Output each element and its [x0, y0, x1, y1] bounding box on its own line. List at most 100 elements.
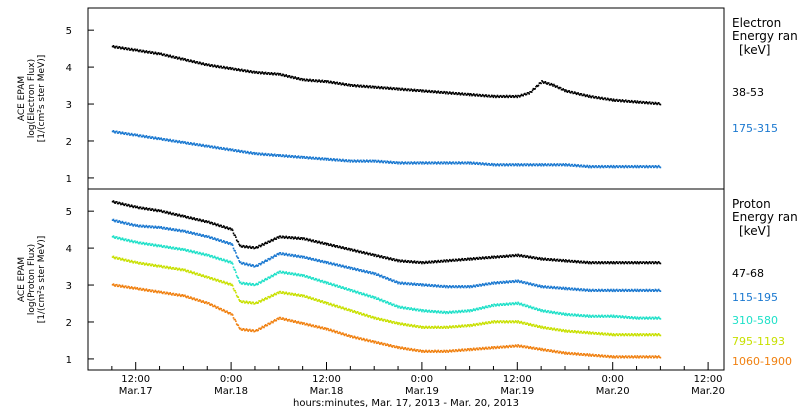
proton-point — [657, 261, 659, 264]
electron-point — [129, 133, 132, 136]
proton-point — [416, 325, 418, 327]
proton-point — [400, 306, 403, 309]
proton-point — [116, 236, 118, 238]
proton-point — [199, 299, 202, 302]
proton-point — [464, 285, 467, 287]
proton-point — [490, 321, 492, 324]
proton-point — [279, 316, 282, 319]
electron-point — [439, 163, 441, 165]
proton-point — [571, 330, 574, 332]
proton-point — [368, 339, 370, 342]
electron-point — [522, 94, 524, 97]
proton-point — [181, 214, 184, 217]
proton-point — [304, 296, 306, 298]
electron-point — [235, 149, 237, 151]
proton-point — [557, 287, 560, 290]
proton-point — [477, 308, 480, 311]
proton-point — [310, 297, 312, 300]
proton-point — [512, 254, 514, 256]
proton-point — [583, 353, 586, 356]
electron-point — [494, 95, 496, 97]
proton-point — [564, 260, 566, 263]
electron-point — [352, 160, 355, 163]
proton-point — [239, 281, 242, 284]
electron-point — [201, 144, 204, 147]
proton-point — [378, 274, 380, 277]
electron-point — [324, 80, 327, 82]
proton-point — [633, 356, 635, 358]
proton-point — [226, 226, 228, 228]
proton-point — [413, 307, 416, 310]
electron-point — [350, 84, 352, 86]
electron-point — [128, 47, 130, 50]
proton-point — [507, 346, 509, 349]
proton-point — [574, 330, 576, 332]
proton-point — [193, 271, 195, 273]
proton-point — [508, 254, 510, 257]
proton-point — [595, 261, 597, 263]
proton-point — [188, 297, 190, 299]
proton-point — [450, 351, 453, 353]
proton-point — [195, 298, 198, 300]
electron-point — [206, 64, 208, 67]
proton-point — [565, 313, 568, 316]
electron-point — [150, 52, 153, 54]
proton-point — [437, 284, 440, 286]
proton-point — [631, 333, 634, 336]
electron-point — [586, 94, 588, 96]
electron-point — [459, 94, 462, 96]
proton-point — [323, 328, 325, 330]
electron-point — [239, 151, 241, 153]
proton-point — [639, 333, 642, 335]
electron-point — [643, 165, 645, 167]
electron-point — [417, 90, 420, 92]
proton-point — [141, 289, 144, 291]
proton-point — [185, 231, 188, 234]
proton-point — [625, 355, 627, 357]
proton-point — [491, 346, 494, 349]
proton-point — [264, 277, 267, 280]
proton-point — [396, 305, 398, 307]
proton-point — [376, 342, 379, 344]
proton-point — [496, 303, 499, 305]
proton-point — [192, 232, 194, 235]
proton-point — [287, 320, 289, 322]
electron-point — [631, 100, 634, 103]
proton-point — [606, 314, 609, 317]
electron-point — [436, 162, 439, 164]
electron-point — [278, 154, 281, 156]
proton-point — [331, 305, 333, 307]
proton-point — [369, 339, 371, 341]
proton-point — [631, 355, 634, 358]
proton-point — [120, 203, 122, 206]
proton-point — [562, 312, 565, 314]
proton-point — [385, 277, 388, 280]
electron-point — [382, 87, 384, 90]
electron-point — [365, 85, 367, 88]
proton-point — [254, 247, 256, 249]
proton-point — [382, 300, 384, 303]
proton-point — [556, 350, 559, 352]
proton-point — [195, 251, 198, 253]
proton-point — [260, 281, 263, 283]
proton-point — [409, 261, 412, 263]
proton-point — [384, 342, 386, 345]
electron-point — [231, 67, 234, 69]
electron-point — [457, 162, 459, 165]
proton-point — [217, 258, 220, 260]
proton-point — [456, 350, 458, 353]
proton-point — [443, 259, 445, 261]
electron-point — [568, 90, 570, 92]
proton-point — [370, 296, 373, 299]
proton-point — [558, 352, 560, 354]
proton-point — [464, 309, 467, 312]
proton-point — [330, 244, 333, 246]
proton-point — [565, 287, 568, 290]
proton-point — [574, 288, 577, 290]
proton-point — [604, 354, 607, 357]
electron-point — [496, 94, 499, 97]
proton-point — [595, 314, 597, 317]
electron-point — [150, 137, 153, 139]
proton-point — [279, 270, 282, 273]
proton-point — [213, 237, 216, 239]
